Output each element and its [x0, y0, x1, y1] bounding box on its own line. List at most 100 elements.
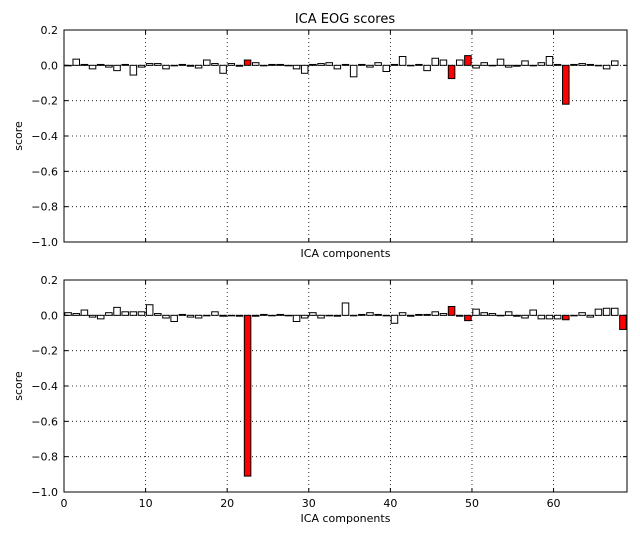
bar [398, 312, 407, 316]
bar [162, 314, 170, 319]
bar [154, 313, 162, 316]
bar [537, 62, 546, 66]
bar [129, 64, 138, 76]
bar-highlighted [243, 59, 252, 66]
bar-highlighted [447, 64, 456, 80]
bar [578, 312, 586, 316]
bar [96, 314, 105, 320]
bar [333, 64, 342, 70]
bar [407, 314, 415, 317]
bar [96, 63, 105, 66]
bar [513, 64, 521, 67]
bar [570, 63, 578, 66]
bar [390, 63, 399, 66]
bar [390, 314, 399, 324]
bar [276, 63, 284, 66]
bar-highlighted [562, 64, 570, 105]
bar [121, 311, 129, 316]
bar [439, 59, 448, 66]
bar [178, 313, 187, 316]
bar [578, 63, 586, 66]
bar [170, 314, 178, 323]
bar [162, 64, 170, 70]
bar [309, 312, 317, 316]
bar [80, 63, 89, 66]
x-tick-label: 0 [61, 497, 68, 510]
y-tick-label: −0.8 [31, 201, 58, 214]
bar [333, 314, 342, 317]
bar [145, 304, 154, 316]
bar [64, 312, 72, 316]
bar [398, 56, 407, 66]
bar [235, 314, 244, 317]
bar [513, 314, 521, 317]
bar [251, 62, 260, 66]
bar [292, 314, 301, 323]
bar [586, 314, 595, 318]
bar [317, 314, 325, 319]
bar-highlighted [619, 314, 627, 330]
bar [496, 58, 505, 66]
bar [423, 64, 431, 72]
bar [488, 64, 497, 67]
bar [415, 313, 423, 316]
bar [407, 64, 415, 67]
bar [472, 64, 480, 69]
x-tick-label: 30 [302, 497, 316, 510]
bar [358, 63, 366, 66]
bar [553, 63, 562, 66]
bar [137, 64, 146, 68]
bar-highlighted [243, 314, 252, 477]
y-tick-label: −1.0 [31, 486, 58, 499]
bar [145, 63, 154, 66]
bar [374, 62, 382, 66]
y-tick-label: −0.8 [31, 451, 58, 464]
bar [113, 306, 121, 316]
bar [488, 313, 497, 316]
bar [374, 313, 382, 316]
bar [203, 314, 211, 317]
bar [260, 313, 268, 316]
bar [325, 314, 333, 317]
bar [260, 64, 268, 67]
bar [349, 314, 358, 317]
y-tick-label: −0.6 [31, 415, 58, 428]
bar [594, 64, 603, 67]
y-tick-label: −0.4 [31, 380, 58, 393]
bar [105, 64, 113, 68]
x-tick-label: 60 [547, 497, 561, 510]
bar [227, 63, 236, 66]
bar [178, 63, 187, 66]
bar [88, 64, 97, 70]
bar [137, 311, 146, 316]
y-tick-label: 0.0 [41, 309, 59, 322]
x-axis-title: ICA components [301, 512, 391, 525]
bar [251, 314, 260, 317]
bar [194, 64, 203, 69]
bar [439, 313, 448, 316]
bar [423, 313, 431, 316]
x-axis-title: ICA components [301, 247, 391, 260]
bar-highlighted [562, 314, 570, 321]
y-tick-label: −1.0 [31, 236, 58, 249]
bar [602, 307, 611, 316]
bar [496, 314, 505, 317]
y-tick-label: 0.0 [41, 59, 59, 72]
subplot-top: 0.2 0.0 −0.2 −0.4 −0.6 −0.8 −1.0 ICA components… [12, 24, 628, 260]
bar [472, 308, 480, 316]
y-axis-title: score [12, 371, 25, 401]
bar [431, 57, 440, 66]
bar [268, 314, 276, 317]
bar [366, 64, 374, 68]
bar [211, 311, 219, 316]
bar-highlighted [464, 314, 472, 322]
bar [80, 309, 89, 316]
bar [415, 63, 423, 66]
x-tick-label: 50 [465, 497, 479, 510]
bar [521, 60, 529, 66]
bar [203, 59, 211, 66]
bar [170, 64, 178, 67]
bar [529, 309, 537, 316]
y-tick-label: −0.4 [31, 130, 58, 143]
